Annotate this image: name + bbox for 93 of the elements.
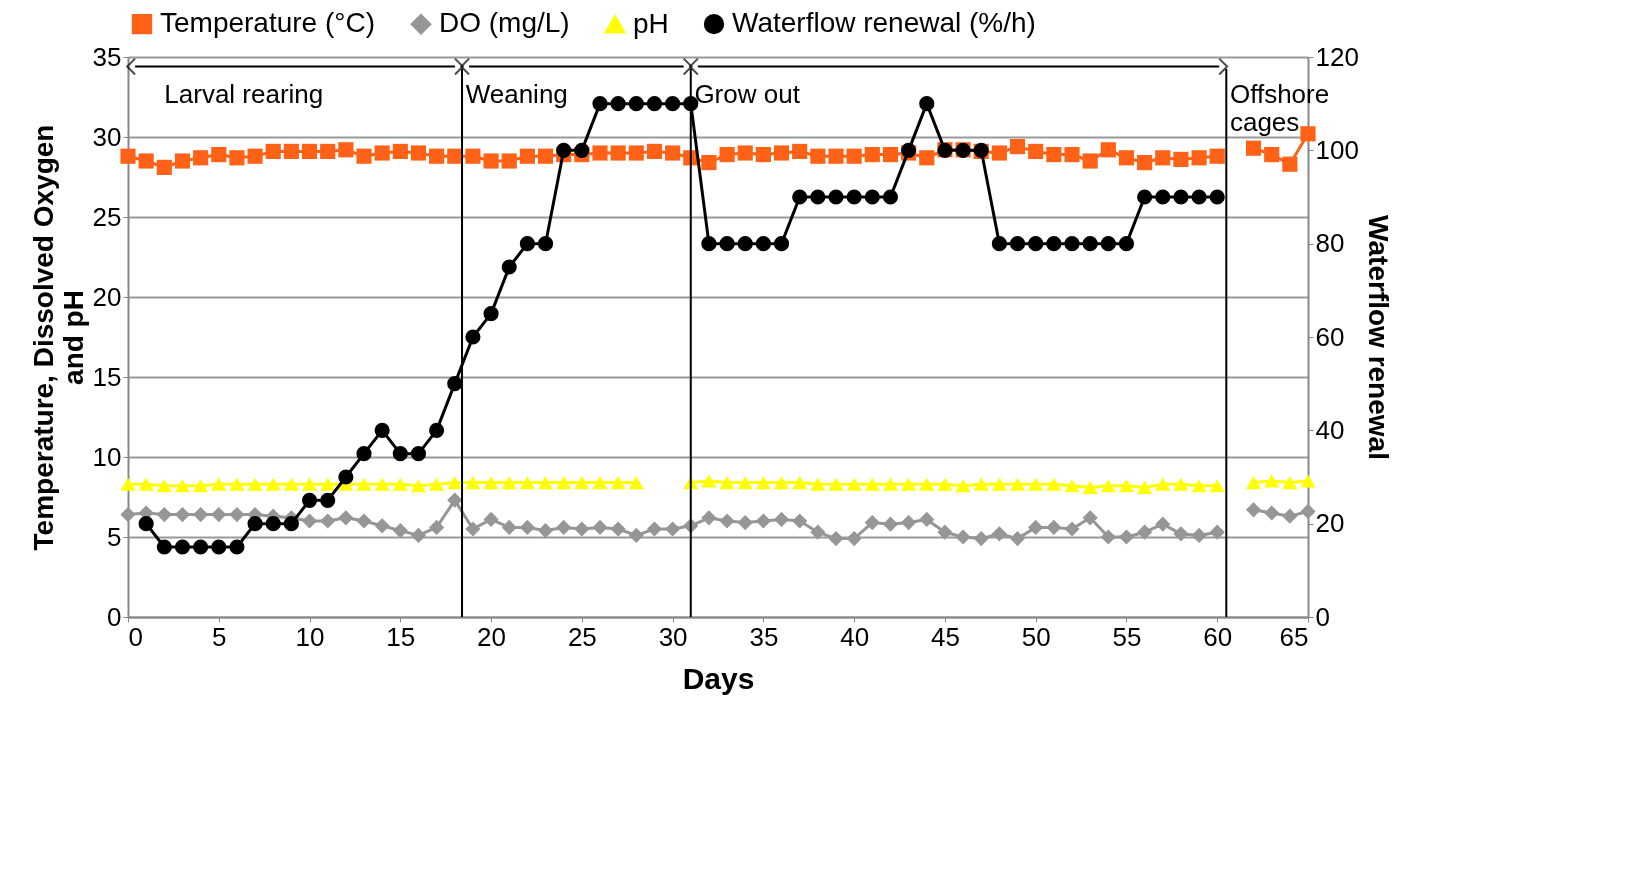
point xyxy=(1009,236,1026,252)
point xyxy=(792,189,808,205)
x-tick-label: 5 xyxy=(212,621,227,652)
point xyxy=(320,492,336,508)
legend-label: DO (mg/L) xyxy=(439,7,570,39)
x-tick-label: 10 xyxy=(295,621,325,652)
point xyxy=(1028,236,1044,252)
x-tick-label: 45 xyxy=(930,621,960,652)
y2-tick-label: 40 xyxy=(1315,414,1345,445)
point xyxy=(610,96,626,112)
point xyxy=(665,96,681,112)
point xyxy=(701,236,717,252)
point xyxy=(1155,189,1171,205)
point xyxy=(211,539,227,555)
point xyxy=(283,516,299,532)
point xyxy=(1173,189,1189,205)
x-tick-label: 55 xyxy=(1112,621,1142,652)
point xyxy=(483,306,499,322)
annotation: Larval rearing xyxy=(164,79,324,110)
point xyxy=(410,446,427,462)
x-tick-label: 50 xyxy=(1021,621,1051,652)
x-tick-label: 65 xyxy=(1279,621,1309,652)
point xyxy=(247,516,263,532)
y-tick-label: 10 xyxy=(92,441,122,472)
point xyxy=(1191,189,1207,205)
point xyxy=(773,236,790,252)
y-tick-label: 15 xyxy=(92,361,122,392)
point xyxy=(1209,189,1225,205)
x-tick-label: 60 xyxy=(1203,621,1233,652)
point xyxy=(174,539,191,555)
y-tick-label: 30 xyxy=(92,121,122,152)
point xyxy=(556,142,572,158)
y2-tick-label: 120 xyxy=(1315,41,1359,72)
y2-tick-label: 80 xyxy=(1315,228,1345,259)
legend-label: pH xyxy=(633,7,669,39)
x-tick-label: 25 xyxy=(567,621,597,652)
annotation: Grow out xyxy=(694,79,801,110)
point xyxy=(392,446,408,462)
y2-tick-label: 20 xyxy=(1315,508,1345,539)
point xyxy=(1100,236,1116,252)
annotation: Weaning xyxy=(465,79,568,110)
point xyxy=(1064,236,1080,252)
x-tick-label: 30 xyxy=(658,621,688,652)
point xyxy=(447,376,463,392)
point xyxy=(501,259,517,275)
y2-tick-label: 60 xyxy=(1315,321,1345,352)
point xyxy=(301,492,318,508)
legend-label: Waterflow renewal (%/h) xyxy=(732,7,1036,39)
point xyxy=(193,539,209,555)
point xyxy=(229,539,245,555)
y-axis-title: Temperature, Dissolved Oxygen and pH xyxy=(27,124,89,551)
point xyxy=(755,236,771,252)
point xyxy=(265,516,281,532)
point xyxy=(1082,236,1098,252)
y-tick-label: 35 xyxy=(92,41,122,72)
point xyxy=(338,469,354,485)
x-axis-title: Days xyxy=(682,661,755,695)
x-tick-label: 15 xyxy=(386,621,416,652)
point xyxy=(1137,189,1153,205)
point xyxy=(846,189,862,205)
y-tick-label: 0 xyxy=(107,601,122,632)
point xyxy=(719,236,735,252)
point xyxy=(374,422,390,438)
point xyxy=(882,189,899,205)
y2-tick-label: 0 xyxy=(1315,601,1330,632)
point xyxy=(1046,236,1062,252)
point xyxy=(919,96,935,112)
point xyxy=(429,422,445,438)
point xyxy=(991,236,1007,252)
x-tick-label: 0 xyxy=(128,621,143,652)
point xyxy=(646,96,663,112)
point xyxy=(156,539,172,555)
point xyxy=(828,189,844,205)
point xyxy=(138,516,154,532)
point xyxy=(574,142,590,158)
y-tick-label: 20 xyxy=(92,281,122,312)
legend-label: Temperature (°C) xyxy=(160,7,376,39)
x-tick-label: 20 xyxy=(477,621,507,652)
y-tick-label: 25 xyxy=(92,201,122,232)
point xyxy=(628,96,644,112)
point xyxy=(1118,236,1135,252)
point xyxy=(592,96,608,112)
x-tick-label: 35 xyxy=(749,621,779,652)
x-tick-label: 40 xyxy=(840,621,870,652)
point xyxy=(737,236,753,252)
y2-axis-title: Waterflow renewal xyxy=(1362,215,1394,460)
point xyxy=(810,189,826,205)
point xyxy=(519,236,535,252)
point xyxy=(465,329,481,345)
point xyxy=(864,189,880,205)
point xyxy=(356,446,372,462)
y-tick-label: 5 xyxy=(107,521,122,552)
point xyxy=(537,236,554,252)
